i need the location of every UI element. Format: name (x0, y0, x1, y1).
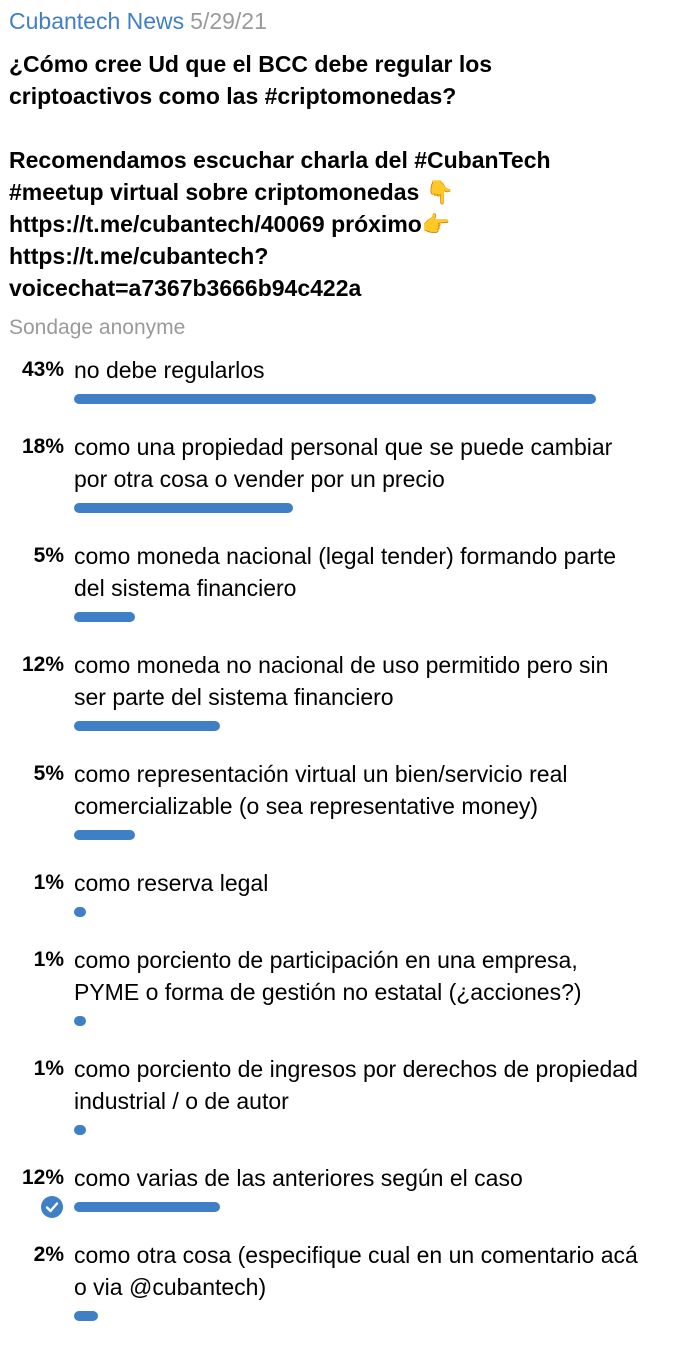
poll-option-bar (74, 503, 293, 513)
poll-option-text: como porciento de ingresos por derechos … (74, 1056, 638, 1114)
poll-option-percent: 12% (21, 653, 64, 676)
poll-option-bar-track (74, 1014, 682, 1028)
poll-option-percent: 1% (33, 948, 64, 971)
poll-question-note: Recomendamos escuchar charla del #CubanT… (9, 147, 551, 301)
poll-option-bar-track (74, 719, 682, 733)
poll-question-title: ¿Cómo cree Ud que el BCC debe regular lo… (9, 51, 493, 109)
poll-option-bar (74, 907, 86, 917)
poll-option-text: como moneda nacional (legal tender) form… (74, 543, 617, 601)
poll-option-bar (74, 394, 596, 404)
poll-options: 43% no debe regularlos 18% como una propied… (9, 354, 682, 1323)
poll-option[interactable]: 1% como reserva legal (9, 867, 682, 919)
poll-option-percent: 12% (21, 1166, 64, 1189)
poll-option[interactable]: 43% no debe regularlos (9, 354, 682, 406)
poll-type-label: Sondage anonyme (9, 316, 186, 339)
poll-option-bar (74, 612, 135, 622)
poll-option-percent: 18% (21, 435, 64, 458)
poll-option[interactable]: 1% como porciento de participación en una… (9, 944, 682, 1028)
poll-option-percent: 5% (33, 544, 64, 567)
message-date: 5/29/21 (190, 8, 267, 34)
poll-option[interactable]: 12% como moneda no nacional de uso permit… (9, 649, 682, 733)
poll-option-bar-track (74, 501, 682, 515)
poll-option-text: como moneda no nacional de uso permitido… (74, 652, 609, 710)
poll-option-percent: 43% (21, 358, 64, 381)
poll-option-text: no debe regularlos (74, 357, 265, 383)
poll-option-bar (74, 1125, 86, 1135)
poll-option-text: como reserva legal (74, 870, 269, 896)
poll-option-bar (74, 1016, 86, 1026)
poll-option-text: como varias de las anteriores según el c… (74, 1165, 523, 1191)
poll-option-bar (74, 1202, 220, 1212)
message-header: Cubantech News 5/29/21 (9, 6, 682, 36)
poll-option-bar-track (74, 610, 682, 624)
poll-option-text: como representación virtual un bien/serv… (74, 761, 568, 819)
poll-option-bar-track (74, 1309, 682, 1323)
poll-option-percent: 2% (33, 1243, 64, 1266)
poll-option[interactable]: 5% como moneda nacional (legal tender) fo… (9, 540, 682, 624)
poll-option-percent: 1% (33, 871, 64, 894)
poll-option-bar (74, 721, 220, 731)
poll-option-bar-track (41, 1196, 682, 1218)
poll-option[interactable]: 12% como varias de las anteriores según e… (9, 1162, 682, 1218)
poll-option[interactable]: 2% como otra cosa (especifique cual en un… (9, 1239, 682, 1323)
question-spacer (9, 112, 569, 144)
poll-option[interactable]: 5% como representación virtual un bien/se… (9, 758, 682, 842)
poll-option[interactable]: 18% como una propiedad personal que se pu… (9, 431, 682, 515)
poll-option-bar-track (74, 1123, 682, 1137)
poll-question: ¿Cómo cree Ud que el BCC debe regular lo… (9, 48, 569, 304)
poll-option[interactable]: 1% como porciento de ingresos por derecho… (9, 1053, 682, 1137)
poll-option-bar-track (74, 392, 682, 406)
message: Cubantech News 5/29/21 ¿Cómo cree Ud que … (9, 6, 682, 1323)
poll-option-percent: 1% (33, 1057, 64, 1080)
poll-option-bar (74, 1311, 98, 1321)
poll-option-bar-track (74, 828, 682, 842)
poll-option-bar-track (74, 905, 682, 919)
checkmark-icon (41, 1196, 63, 1218)
poll-option-text: como porciento de participación en una e… (74, 947, 582, 1005)
poll-option-percent: 5% (33, 762, 64, 785)
poll-option-bar (74, 830, 135, 840)
poll-option-text: como otra cosa (especifique cual en un c… (74, 1242, 638, 1300)
channel-name[interactable]: Cubantech News (9, 8, 185, 34)
poll-option-text: como una propiedad personal que se puede… (74, 434, 613, 492)
